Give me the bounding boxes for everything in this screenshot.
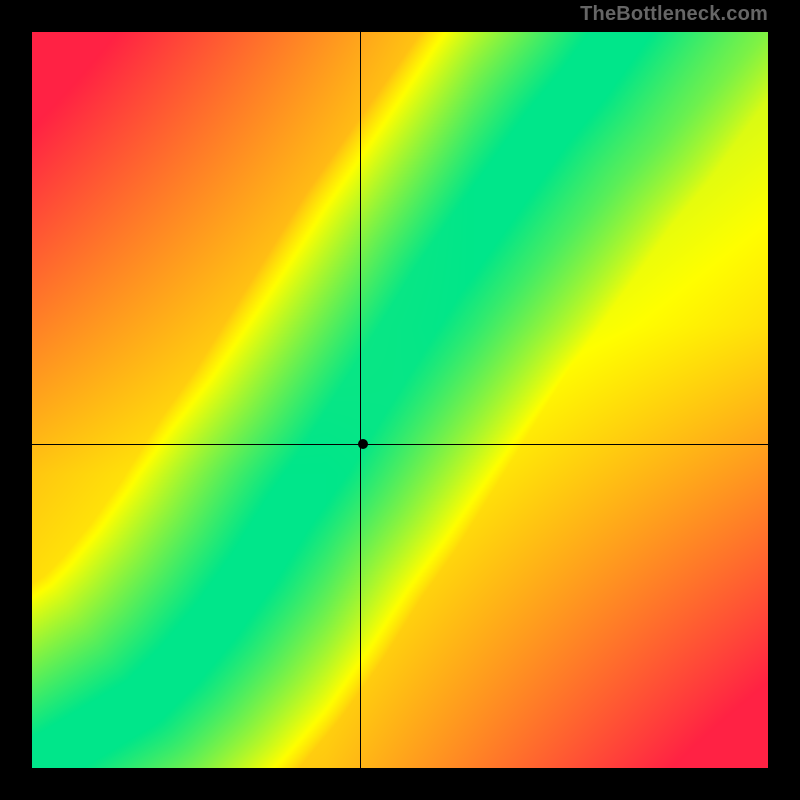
plot-area — [32, 32, 768, 768]
watermark-text: TheBottleneck.com — [580, 3, 768, 26]
crosshair-vertical — [360, 32, 361, 768]
selected-point-marker — [358, 439, 368, 449]
bottleneck-heatmap — [32, 32, 768, 768]
crosshair-horizontal — [32, 444, 768, 445]
